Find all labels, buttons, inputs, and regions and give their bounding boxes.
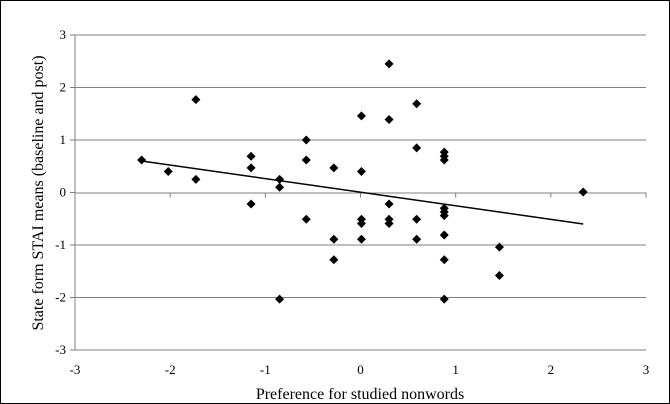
data-point [356,167,366,176]
y-tick-label: 1 [60,132,67,147]
y-ticks: 3 2 1 0 -1 -2 -3 [55,27,75,357]
data-point [439,211,449,221]
data-point [412,99,422,109]
data-point [329,163,339,173]
data-point [191,95,201,105]
data-point [301,135,311,145]
data-point [494,270,504,280]
data-point [275,182,285,192]
x-tick-label: -1 [260,362,271,377]
data-point [384,115,394,125]
data-point [301,214,311,224]
data-point [578,187,588,197]
x-tick-label: 2 [548,362,555,377]
data-point [356,111,366,121]
data-point [384,199,394,209]
x-ticks: -3 -2 -1 0 1 2 3 [70,192,650,377]
data-point [329,234,339,244]
x-tick-label: -2 [165,362,176,377]
trendline [141,160,584,225]
data-point [494,242,504,252]
data-point [275,294,285,304]
y-tick-label: -2 [55,290,66,305]
y-axis-title: State form STAI means (baseline and post… [30,55,47,330]
data-point [439,230,449,240]
trendline-line [141,160,584,225]
y-tick-label: -1 [55,237,66,252]
data-point [384,59,394,69]
data-point [275,174,285,184]
y-tick-label: 3 [60,27,67,42]
data-point [191,174,201,184]
data-point [412,143,422,153]
data-point [439,155,449,165]
data-point [412,234,422,244]
data-point [412,214,422,224]
x-axis-title: Preference for studied nonwords [256,386,464,403]
x-tick-label: -3 [70,362,81,377]
y-tick-label: 0 [60,185,67,200]
y-tick-label: 2 [60,80,67,95]
x-tick-label: 0 [357,362,364,377]
data-point [356,234,366,244]
x-tick-label: 3 [643,362,650,377]
data-point [439,255,449,265]
data-point [329,255,339,265]
data-point [137,155,147,165]
data-points [137,59,588,304]
data-point [439,294,449,304]
data-point [301,155,311,165]
data-point [246,151,256,161]
data-point [384,218,394,228]
data-point [246,199,256,209]
y-tick-label: -3 [55,342,66,357]
data-point [246,163,256,173]
gridlines [75,34,646,351]
data-point [356,218,366,228]
x-tick-label: 1 [452,362,459,377]
data-point [163,167,173,176]
